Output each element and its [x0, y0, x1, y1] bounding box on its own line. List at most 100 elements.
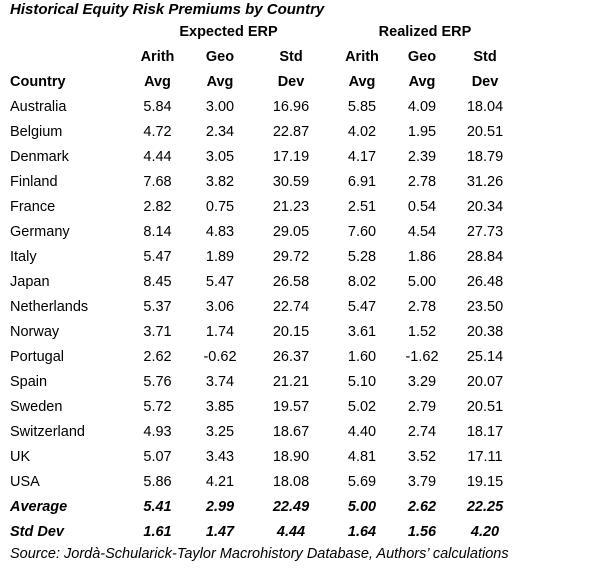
- value-cell: 4.93: [143, 424, 172, 440]
- value-cell: 5.07: [143, 449, 172, 465]
- header-cell: Geo: [205, 49, 235, 65]
- value-cell: 20.51: [466, 124, 504, 140]
- value-cell: 18.04: [466, 99, 504, 115]
- value-cell: 20.38: [466, 324, 504, 340]
- table-row: Japan 8.45 5.47 26.58 8.02 5.00 26.48: [10, 270, 518, 295]
- value-cell: 1.52: [407, 324, 437, 340]
- value-cell: 5.00: [347, 499, 377, 515]
- value-cell: 3.71: [143, 324, 172, 340]
- row-label: Belgium: [10, 124, 63, 140]
- row-label: Spain: [10, 374, 48, 390]
- value-cell: 3.00: [205, 99, 235, 115]
- source-note: Source: Jordà-Schularick-Taylor Macrohis…: [10, 546, 509, 562]
- value-cell: 30.59: [272, 174, 310, 190]
- header-cell: Dev: [277, 74, 305, 90]
- row-label: France: [10, 199, 56, 215]
- value-cell: 4.17: [347, 149, 377, 165]
- value-cell: 8.02: [347, 274, 377, 290]
- value-cell: 23.50: [466, 299, 504, 315]
- value-cell: 5.00: [407, 274, 437, 290]
- value-cell: 26.37: [272, 349, 310, 365]
- value-cell: 0.75: [205, 199, 235, 215]
- table-row: Italy 5.47 1.89 29.72 5.28 1.86 28.84: [10, 245, 518, 270]
- row-label: Sweden: [10, 399, 63, 415]
- row-label: Finland: [10, 174, 58, 190]
- header-country: Country: [10, 74, 66, 90]
- value-cell: 3.79: [407, 474, 437, 490]
- value-cell: 1.60: [347, 349, 377, 365]
- header-cell: Avg: [348, 74, 376, 90]
- value-cell: 18.90: [272, 449, 310, 465]
- header-cell: Avg: [144, 74, 171, 90]
- row-label: Norway: [10, 324, 60, 340]
- header-cell: Avg: [408, 74, 436, 90]
- summary-row: Std Dev 1.61 1.47 4.44 1.64 1.56 4.20: [10, 520, 518, 545]
- value-cell: 5.47: [205, 274, 235, 290]
- value-cell: 5.41: [143, 499, 172, 515]
- value-cell: 3.43: [205, 449, 235, 465]
- table-row: USA 5.86 4.21 18.08 5.69 3.79 19.15: [10, 470, 518, 495]
- value-cell: 5.37: [143, 299, 172, 315]
- value-cell: 16.96: [272, 99, 310, 115]
- group-realized-erp: Realized ERP: [378, 24, 472, 40]
- value-cell: 18.08: [272, 474, 310, 490]
- table-row: Switzerland 4.93 3.25 18.67 4.40 2.74 18.17: [10, 420, 518, 445]
- row-label: Denmark: [10, 149, 69, 165]
- value-cell: 1.89: [205, 249, 235, 265]
- value-cell: 20.34: [466, 199, 504, 215]
- value-cell: 22.25: [466, 499, 504, 515]
- value-cell: 20.15: [272, 324, 310, 340]
- summary-row: Average 5.41 2.99 22.49 5.00 2.62 22.25: [10, 495, 518, 520]
- value-cell: 29.72: [272, 249, 310, 265]
- table-row: Norway 3.71 1.74 20.15 3.61 1.52 20.38: [10, 320, 518, 345]
- value-cell: 5.28: [347, 249, 377, 265]
- value-cell: 5.02: [347, 399, 377, 415]
- row-label: Switzerland: [10, 424, 85, 440]
- value-cell: 17.19: [272, 149, 310, 165]
- value-cell: 1.61: [143, 524, 172, 540]
- value-cell: 5.72: [143, 399, 172, 415]
- value-cell: 28.84: [466, 249, 504, 265]
- table-row: Denmark 4.44 3.05 17.19 4.17 2.39 18.79: [10, 145, 518, 170]
- value-cell: 2.34: [205, 124, 235, 140]
- value-cell: 5.69: [347, 474, 377, 490]
- value-cell: 2.82: [143, 199, 172, 215]
- value-cell: 22.49: [272, 499, 310, 515]
- value-cell: 18.17: [466, 424, 504, 440]
- value-cell: 3.25: [205, 424, 235, 440]
- row-label: Netherlands: [10, 299, 89, 315]
- row-label: Std Dev: [10, 524, 64, 540]
- value-cell: 20.51: [466, 399, 504, 415]
- value-cell: 6.91: [347, 174, 377, 190]
- value-cell: 4.20: [470, 524, 500, 540]
- table-row: Spain 5.76 3.74 21.21 5.10 3.29 20.07: [10, 370, 518, 395]
- table-row: Portugal 2.62 -0.62 26.37 1.60 -1.62 25.14: [10, 345, 518, 370]
- table-row: Belgium 4.72 2.34 22.87 4.02 1.95 20.51: [10, 120, 518, 145]
- table-row: Australia 5.84 3.00 16.96 5.85 4.09 18.04: [10, 95, 518, 120]
- value-cell: 22.87: [272, 124, 310, 140]
- value-cell: 2.62: [143, 349, 172, 365]
- row-label: Japan: [10, 274, 50, 290]
- value-cell: 2.78: [407, 174, 437, 190]
- value-cell: 27.73: [466, 224, 504, 240]
- value-cell: 0.54: [407, 199, 437, 215]
- header-row-bottom: Country Avg Avg Dev Avg Avg Dev: [10, 70, 518, 95]
- group-expected-erp: Expected ERP: [179, 24, 278, 40]
- value-cell: 1.47: [205, 524, 235, 540]
- value-cell: 3.29: [407, 374, 437, 390]
- value-cell: 31.26: [466, 174, 504, 190]
- table-row: Netherlands 5.37 3.06 22.74 5.47 2.78 23.50: [10, 295, 518, 320]
- value-cell: 19.15: [466, 474, 504, 490]
- table-title: Historical Equity Risk Premiums by Count…: [10, 1, 325, 18]
- value-cell: 1.56: [407, 524, 437, 540]
- value-cell: -1.62: [405, 349, 439, 365]
- value-cell: 4.21: [205, 474, 235, 490]
- value-cell: 29.05: [272, 224, 310, 240]
- value-cell: 3.85: [205, 399, 235, 415]
- header-cell: Arith: [140, 49, 175, 65]
- value-cell: 1.64: [347, 524, 377, 540]
- row-label: Australia: [10, 99, 67, 115]
- value-cell: -0.62: [203, 349, 237, 365]
- value-cell: 19.57: [272, 399, 310, 415]
